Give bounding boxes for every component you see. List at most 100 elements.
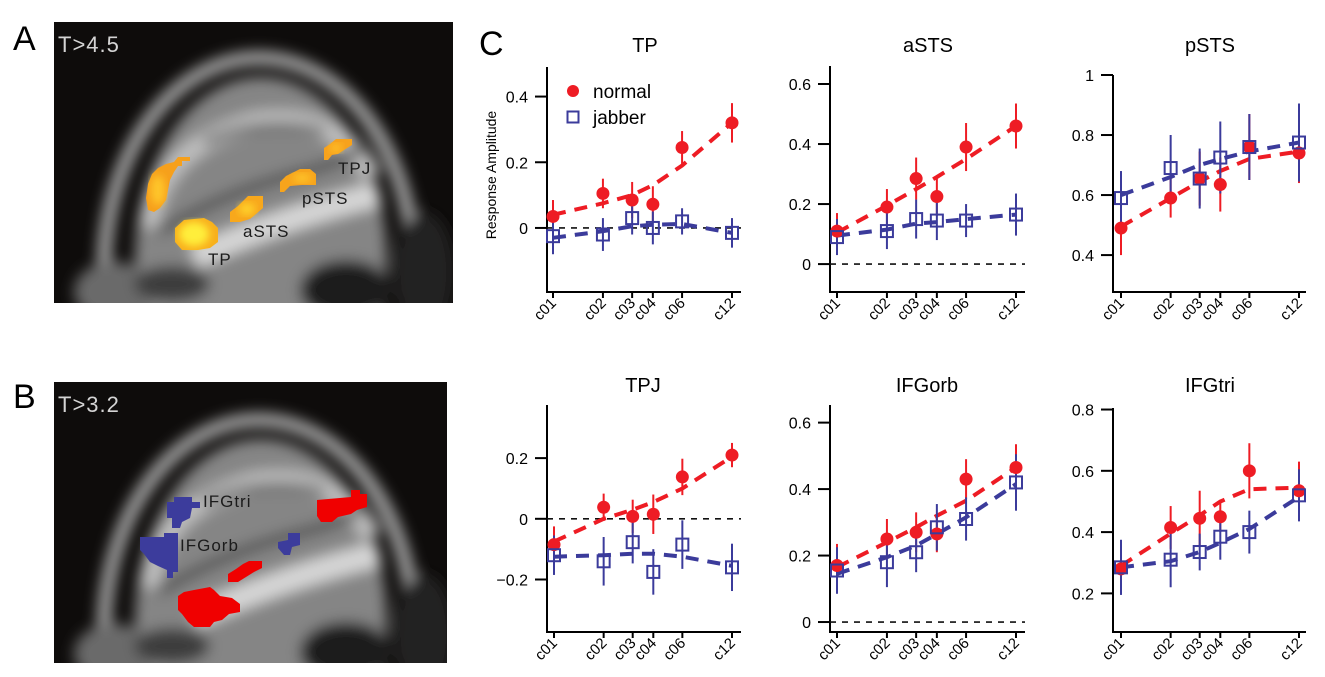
data-point-normal	[1164, 521, 1178, 535]
data-point-jabber	[646, 564, 661, 579]
data-point-normal	[909, 172, 923, 186]
data-point-jabber	[1242, 525, 1257, 540]
chart-title: TPJ	[625, 375, 661, 397]
data-point-normal	[1114, 562, 1128, 576]
data-point-normal	[626, 509, 640, 523]
data-point-jabber	[929, 213, 944, 228]
x-tick-label: c01	[532, 635, 561, 664]
data-point-jabber	[959, 511, 974, 526]
data-point-normal	[1009, 119, 1023, 133]
fit-line-jabber	[836, 482, 1018, 576]
activation-blob-ifgtri	[167, 497, 200, 528]
x-tick-label: c06	[1227, 635, 1256, 664]
x-tick-label: c02	[865, 295, 894, 324]
data-point-normal	[930, 190, 944, 204]
x-tick-label: c02	[1148, 635, 1177, 664]
fit-line-normal	[1120, 149, 1300, 229]
data-point-jabber	[595, 227, 610, 242]
x-tick-label: c06	[1227, 295, 1256, 324]
chart-title: IFGorb	[896, 375, 958, 397]
legend: normal jabber	[566, 82, 651, 129]
activation-blob-red-anterior	[178, 587, 240, 627]
data-point-jabber	[1213, 529, 1228, 544]
data-point-jabber	[879, 224, 894, 239]
region-label-asts: aSTS	[243, 222, 290, 241]
region-label-psts: pSTS	[302, 189, 349, 208]
y-tick-label: 0.2	[506, 451, 528, 468]
x-tick-label: c01	[815, 635, 844, 664]
x-tick-label: c06	[944, 635, 973, 664]
y-tick-label: 0.6	[1072, 464, 1094, 481]
data-point-jabber	[546, 229, 560, 244]
data-point-jabber	[830, 230, 844, 245]
fit-line-normal	[836, 124, 1018, 235]
threshold-label: T>3.2	[58, 392, 120, 417]
data-point-normal	[597, 500, 611, 514]
y-tick-label: 1	[1085, 68, 1094, 85]
data-point-normal	[675, 470, 689, 484]
region-label-ifgtri: IFGtri	[203, 492, 252, 511]
data-point-normal	[880, 200, 894, 214]
legend-marker-jabber	[566, 110, 580, 124]
data-point-normal	[675, 140, 689, 154]
fit-line-jabber	[553, 551, 733, 568]
activation-blobs	[146, 139, 352, 250]
data-point-jabber	[625, 211, 640, 226]
data-point-normal	[1193, 511, 1207, 525]
data-point-normal	[546, 209, 560, 223]
data-point-normal	[959, 140, 973, 154]
x-tick-label: c02	[1148, 295, 1177, 324]
x-tick-label: c04	[631, 295, 660, 324]
y-tick-label: 0	[802, 257, 811, 274]
data-point-jabber	[725, 225, 739, 240]
region-label-tpj: TPJ	[338, 159, 371, 178]
x-tick-label: c04	[631, 635, 660, 664]
data-point-jabber	[725, 560, 739, 575]
panel-c-letter: C	[479, 25, 504, 63]
y-tick-label: 0.4	[506, 90, 528, 107]
data-point-normal	[1164, 191, 1178, 205]
y-tick-label: 0.4	[789, 137, 811, 154]
data-point-normal	[625, 193, 639, 207]
data-point-normal	[880, 532, 894, 546]
data-point-jabber	[1292, 135, 1306, 150]
data-point-jabber	[675, 214, 690, 229]
data-point-normal	[725, 116, 739, 130]
y-tick-label: 0.8	[1072, 128, 1094, 145]
data-point-normal	[1213, 178, 1227, 192]
x-tick-label: c06	[660, 635, 689, 664]
x-tick-label: c12	[994, 635, 1023, 664]
data-point-jabber	[1192, 545, 1207, 560]
y-tick-label: 0.2	[506, 155, 528, 172]
x-tick-label: c02	[865, 635, 894, 664]
data-point-normal	[1292, 484, 1306, 498]
y-tick-label: 0	[519, 512, 528, 529]
data-point-normal	[1114, 221, 1128, 235]
data-point-jabber	[1163, 161, 1178, 176]
y-tick-label: 0	[802, 615, 811, 632]
x-tick-label: c04	[915, 635, 944, 664]
data-point-jabber	[596, 554, 611, 569]
panel-a-letter: A	[13, 20, 36, 58]
x-tick-label: c12	[1277, 295, 1306, 324]
y-tick-label: −0.2	[496, 572, 528, 589]
x-tick-label: c12	[710, 635, 739, 664]
data-point-normal	[646, 507, 660, 521]
data-point-jabber	[675, 537, 690, 552]
fit-line-normal	[552, 121, 734, 217]
brain-sagittal-slice-b: T>3.2 IFGtri IFGorb	[54, 382, 447, 663]
data-point-normal	[646, 197, 660, 211]
x-tick-label: c06	[660, 295, 689, 324]
data-point-normal	[1242, 140, 1256, 154]
region-label-ifgorb: IFGorb	[180, 536, 239, 555]
data-point-jabber	[909, 545, 924, 560]
activation-blob-ifgorb	[140, 533, 178, 578]
data-point-jabber	[959, 213, 974, 228]
x-tick-label: c02	[581, 635, 610, 664]
data-point-normal	[909, 525, 923, 539]
y-tick-label: 0.4	[1072, 248, 1094, 265]
y-tick-label: 0.6	[789, 77, 811, 94]
